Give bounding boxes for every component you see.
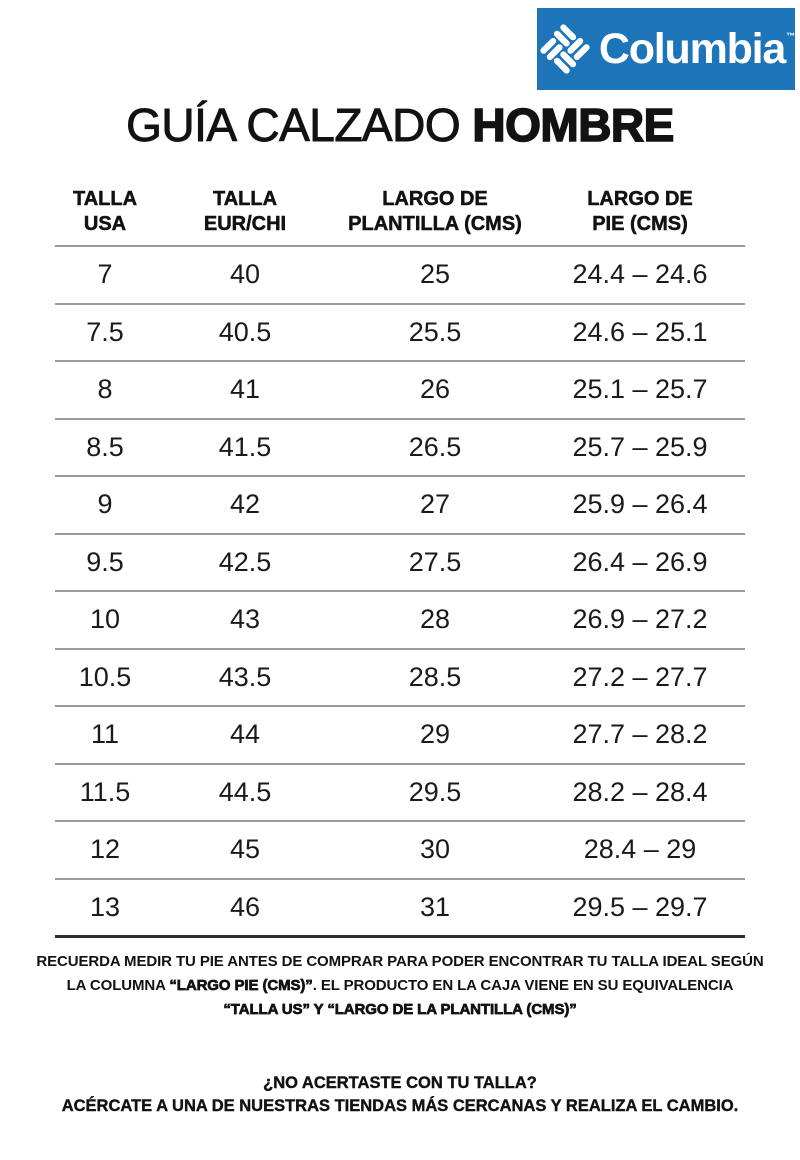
column-header: LARGO DE PIE (CMS)	[587, 188, 693, 236]
table-cell: 30	[419, 834, 451, 865]
table-cell: 26.5	[408, 431, 462, 462]
column-header: TALLA USA	[72, 188, 138, 236]
table-cell: 28.4 – 29	[583, 834, 697, 865]
table-cell: 25	[419, 259, 451, 290]
table-cell: 44	[229, 719, 261, 750]
table-cell: 24.6 – 25.1	[572, 316, 708, 347]
table-row: 11.5 44.5 29.5 28.2 – 28.4	[55, 765, 745, 822]
columbia-gem-icon	[540, 24, 590, 74]
table-cell: 24.4 – 24.6	[572, 259, 708, 290]
table-cell: 42	[229, 489, 261, 520]
column-header: LARGO DE PLANTILLA (CMS)	[348, 188, 522, 236]
columbia-logo: Columbia ™	[537, 8, 795, 90]
table-cell: 29.5	[408, 776, 462, 807]
table-cell: 11.5	[79, 776, 131, 807]
table-cell: 45	[229, 834, 261, 865]
table-row: 9.5 42.5 27.5 26.4 – 26.9	[55, 535, 745, 592]
table-cell: 9.5	[86, 546, 124, 577]
table-cell: 10.5	[78, 661, 132, 692]
table-row: 13 46 31 29.5 – 29.7	[55, 880, 745, 938]
size-table-body: 7 40 25 24.4 – 24.6 7.5 40.5 25.5 24.6 – 25.1 8 4…	[55, 247, 745, 938]
table-cell: 26.9 – 27.2	[572, 604, 708, 635]
brand-name: Columbia	[598, 24, 786, 73]
note-line-2-post: . EL PRODUCTO EN LA CAJA VIENE EN SU EQU…	[312, 977, 734, 994]
note-line-1: RECUERDA MEDIR TU PIE ANTES DE COMPRAR P…	[36, 953, 764, 970]
table-cell: 26	[419, 374, 451, 405]
table-cell: 29.5 – 29.7	[572, 891, 708, 922]
note-line-2-pre: LA COLUMNA	[66, 977, 170, 994]
table-cell: 41	[229, 374, 261, 405]
table-cell: 13	[89, 891, 121, 922]
measure-note: RECUERDA MEDIR TU PIE ANTES DE COMPRAR P…	[0, 950, 800, 1022]
table-cell: 26.4 – 26.9	[572, 546, 708, 577]
footer-line-2: ACÉRCATE A UNA DE NUESTRAS TIENDAS MÁS C…	[61, 1097, 739, 1116]
table-row: 10.5 43.5 28.5 27.2 – 27.7	[55, 650, 745, 707]
column-header: TALLA EUR/CHI	[203, 188, 287, 236]
table-row: 12 45 30 28.4 – 29	[55, 822, 745, 880]
table-cell: 31	[419, 891, 451, 922]
table-cell: 7	[97, 259, 113, 290]
table-cell: 9	[97, 489, 113, 520]
page-title: GUÍA CALZADO HOMBRE	[0, 98, 800, 152]
table-row: 9 42 27 25.9 – 26.4	[55, 477, 745, 535]
footer-line-1: ¿NO ACERTASTE CON TU TALLA?	[263, 1074, 537, 1092]
table-cell: 29	[419, 719, 451, 750]
table-row: 8 41 26 25.1 – 25.7	[55, 362, 745, 420]
table-row: 7.5 40.5 25.5 24.6 – 25.1	[55, 305, 745, 362]
table-row: 10 43 28 26.9 – 27.2	[55, 592, 745, 650]
table-cell: 27	[419, 489, 451, 520]
table-cell: 12	[89, 834, 121, 865]
table-cell: 41.5	[218, 431, 272, 462]
table-cell: 27.7 – 28.2	[572, 719, 708, 750]
table-cell: 8	[97, 374, 113, 405]
table-cell: 28.2 – 28.4	[572, 776, 708, 807]
table-row: 8.5 41.5 26.5 25.7 – 25.9	[55, 420, 745, 477]
table-cell: 27.5	[408, 546, 462, 577]
table-cell: 25.7 – 25.9	[572, 431, 708, 462]
note-line-3-bold: “TALLA US” Y “LARGO DE LA PLANTILLA (CMS…	[223, 1001, 577, 1019]
trademark-symbol: ™	[786, 31, 796, 41]
table-row: 11 44 29 27.7 – 28.2	[55, 707, 745, 765]
table-cell: 10	[89, 604, 121, 635]
table-cell: 44.5	[218, 776, 272, 807]
table-cell: 8.5	[86, 431, 124, 462]
table-row: 7 40 25 24.4 – 24.6	[55, 247, 745, 305]
table-cell: 40	[229, 259, 261, 290]
size-table: TALLA USA TALLA EUR/CHI LARGO DE PLANTILLA…	[55, 187, 745, 938]
table-cell: 40.5	[218, 316, 272, 347]
table-cell: 27.2 – 27.7	[572, 661, 708, 692]
table-cell: 25.5	[408, 316, 462, 347]
title-bold: HOMBRE	[472, 98, 676, 152]
title-regular: GUÍA CALZADO	[126, 99, 473, 152]
table-cell: 28	[419, 604, 451, 635]
size-table-header: TALLA USA TALLA EUR/CHI LARGO DE PLANTILLA…	[55, 187, 745, 247]
table-cell: 25.1 – 25.7	[572, 374, 708, 405]
table-cell: 46	[229, 891, 261, 922]
table-cell: 25.9 – 26.4	[572, 489, 708, 520]
table-cell: 7.5	[86, 316, 124, 347]
table-cell: 42.5	[218, 546, 272, 577]
table-cell: 43.5	[218, 661, 272, 692]
table-cell: 11	[90, 719, 120, 750]
table-cell: 43	[229, 604, 261, 635]
exchange-note: ¿NO ACERTASTE CON TU TALLA? ACÉRCATE A UN…	[0, 1072, 800, 1118]
note-line-2-bold: “LARGO PIE (CMS)”	[169, 977, 313, 995]
table-cell: 28.5	[408, 661, 462, 692]
